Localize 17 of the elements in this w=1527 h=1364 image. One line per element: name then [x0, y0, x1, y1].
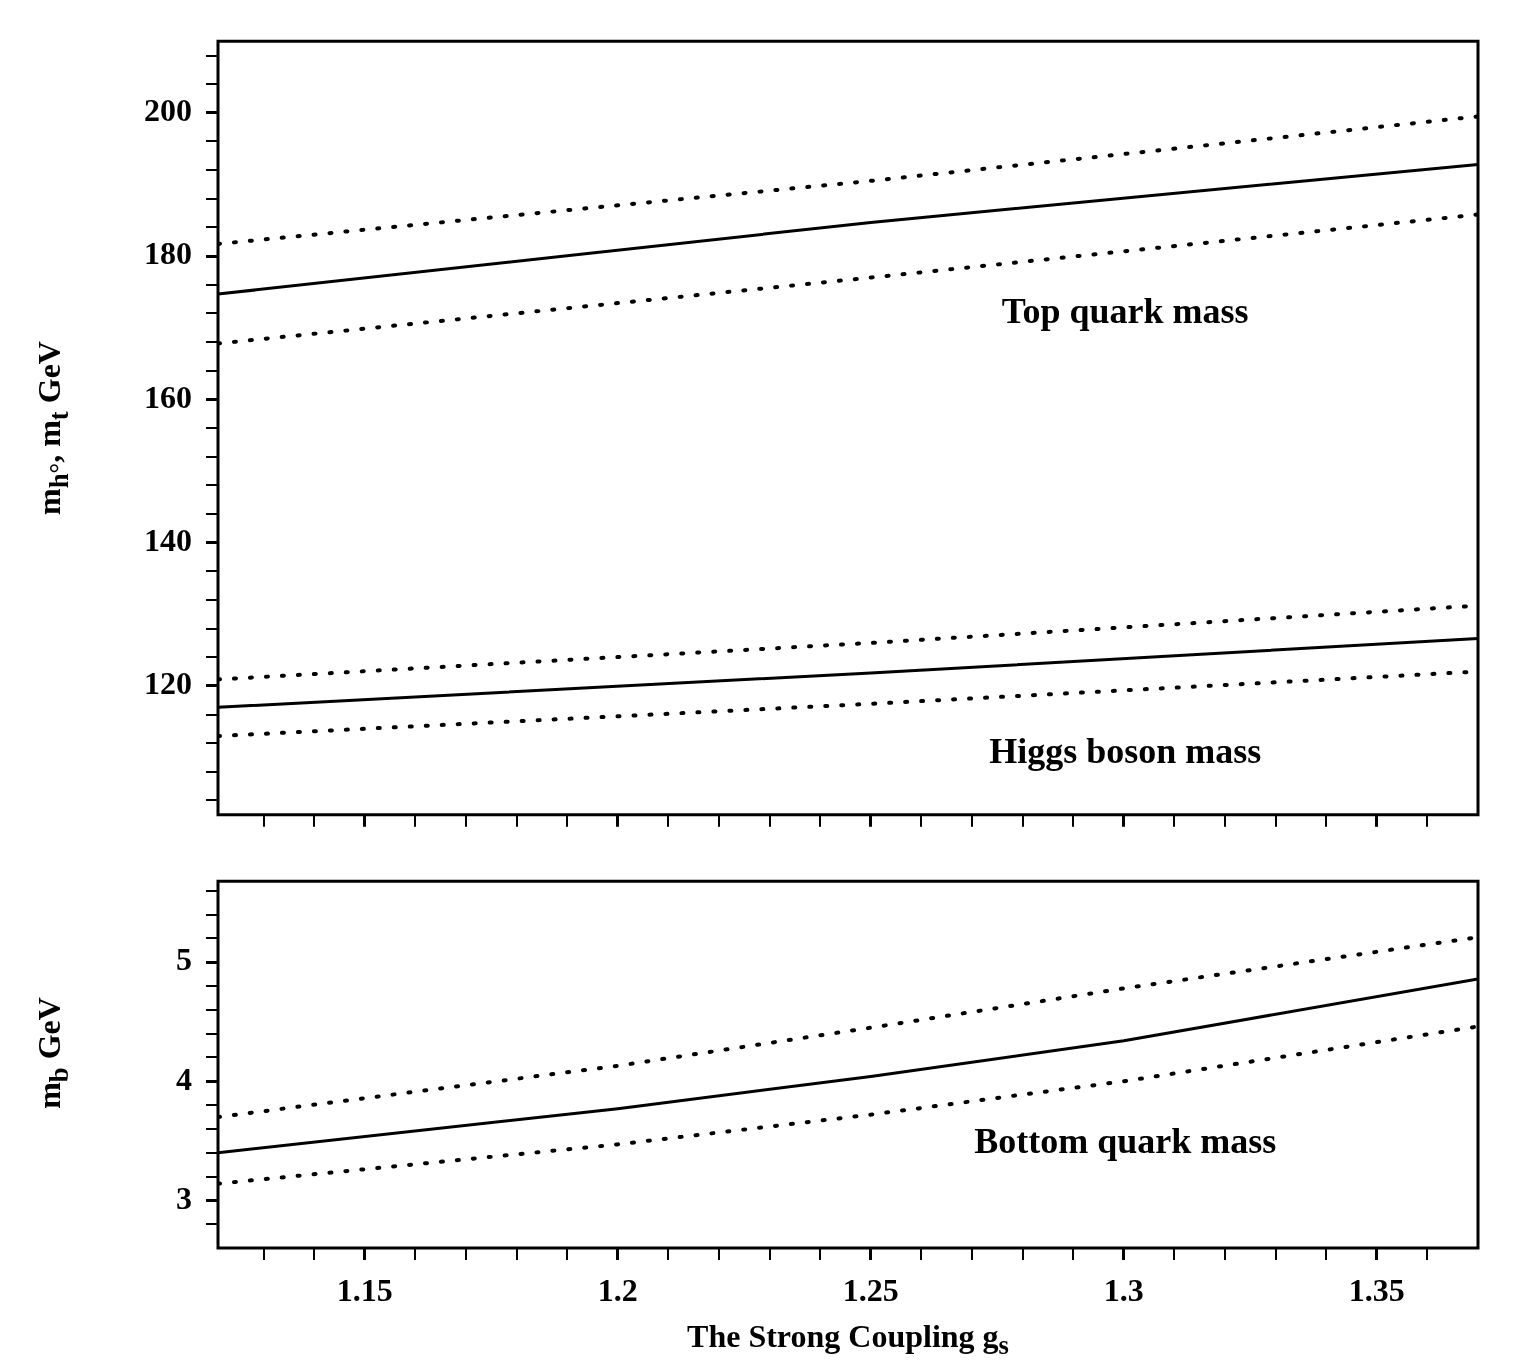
y-tick-label: 200 [144, 92, 192, 129]
y-tick-label: 120 [144, 665, 192, 702]
y-tick-label: 160 [144, 378, 192, 415]
x-tick-label: 1.2 [597, 1272, 638, 1309]
annotation: Higgs boson mass [989, 730, 1262, 771]
x-tick-label: 1.35 [1348, 1272, 1405, 1309]
x-tick-label: 1.3 [1103, 1272, 1144, 1309]
x-axis-title: The Strong Coupling g$_{s}$ [686, 1318, 1010, 1362]
x-tick-label: 1.15 [336, 1272, 393, 1309]
annotation: Top quark mass [1001, 291, 1249, 332]
annotation: Bottom quark mass [974, 1121, 1277, 1162]
y-tick-label: 4 [176, 1060, 192, 1097]
y-tick-label: 180 [144, 235, 192, 272]
y-tick-label: 3 [176, 1179, 192, 1216]
y-tick-label: 140 [144, 521, 192, 558]
x-tick-label: 1.25 [842, 1272, 899, 1309]
y-tick-label: 5 [176, 941, 192, 978]
